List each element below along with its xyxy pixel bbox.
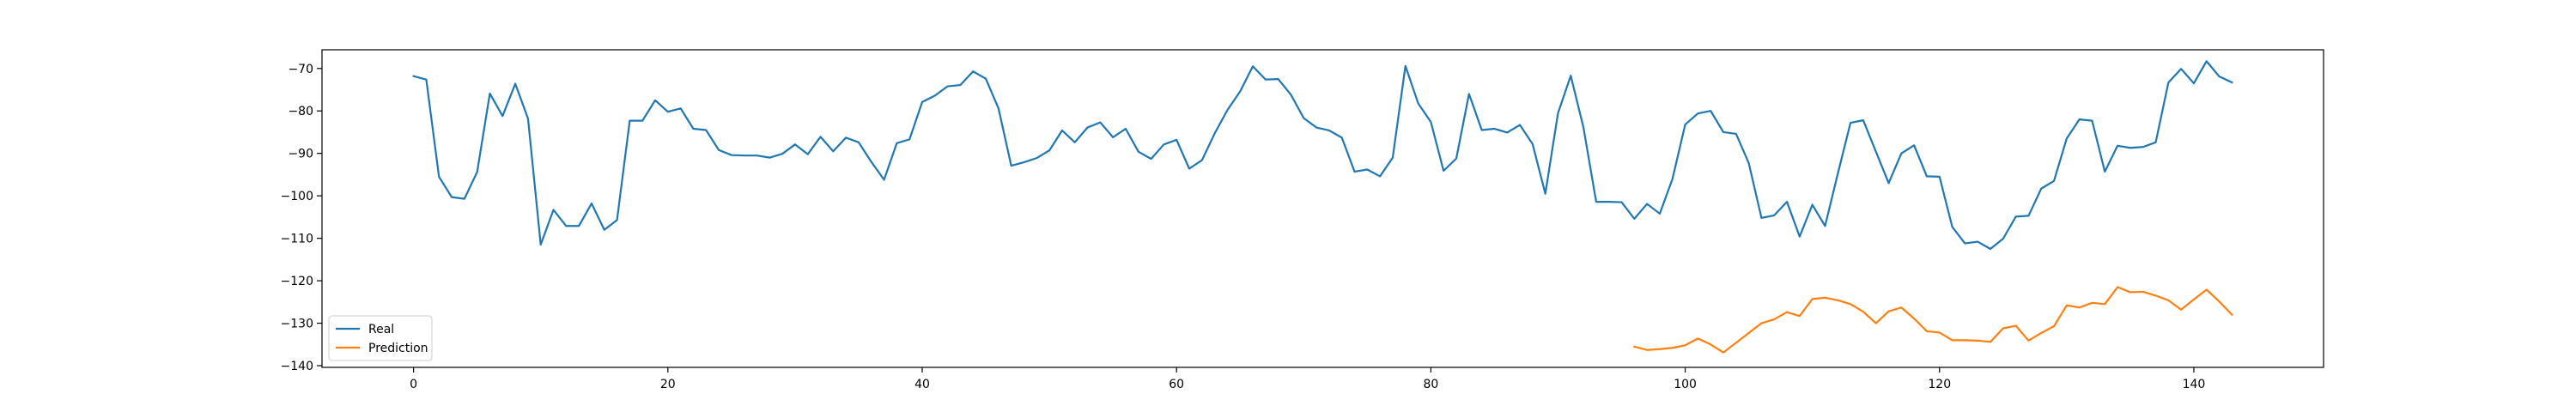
x-tick-label: 80 xyxy=(1423,378,1438,391)
legend-box xyxy=(328,315,433,361)
x-tick-label: 0 xyxy=(410,378,417,391)
y-tick-label: −100 xyxy=(281,190,313,203)
legend-label-real: Real xyxy=(368,323,394,336)
x-tick-label: 60 xyxy=(1169,378,1184,391)
legend: Real Prediction xyxy=(328,315,433,361)
plot-frame xyxy=(321,49,2324,368)
axes: 0 20 40 60 80 100 120 140 −140 −130 −120 −110 −100 −9… xyxy=(281,49,2324,391)
y-tick-label: −80 xyxy=(288,105,313,118)
y-tick-label: −110 xyxy=(281,233,313,246)
y-tick-label: −130 xyxy=(281,318,313,331)
x-tick-label: 120 xyxy=(1928,378,1951,391)
series-line-real xyxy=(412,60,2233,251)
y-tick-label: −70 xyxy=(288,63,313,76)
x-tick-label: 20 xyxy=(660,378,676,391)
x-tick-label: 40 xyxy=(914,378,930,391)
x-tick-label: 140 xyxy=(2183,378,2206,391)
legend-label-prediction: Prediction xyxy=(368,342,428,355)
series-line-prediction xyxy=(1632,286,2233,354)
y-tick-label: −120 xyxy=(281,275,313,288)
y-tick-label: −90 xyxy=(288,148,313,161)
plot-area xyxy=(412,60,2233,354)
x-tick-label: 100 xyxy=(1674,378,1697,391)
y-tick-label: −140 xyxy=(281,360,313,373)
